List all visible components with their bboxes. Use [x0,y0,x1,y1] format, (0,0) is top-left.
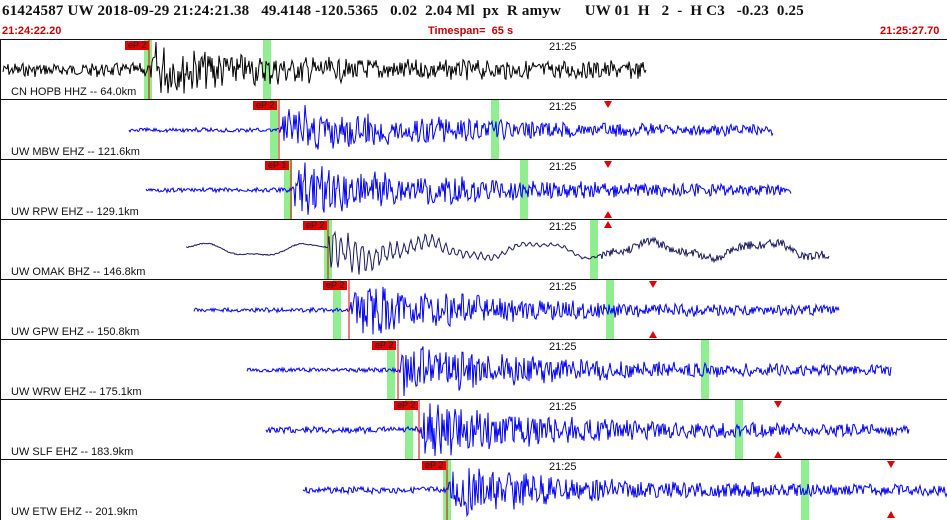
arrow-down-icon [604,101,612,108]
arrow-down-icon [887,461,895,468]
arrow-up-icon [604,221,612,228]
station-label: UW RPW EHZ -- 129.1km [11,206,139,218]
trace-plot [302,460,947,520]
time-tick-label: 21:25 [549,221,577,233]
trace-plot [185,220,830,280]
trace-panel[interactable]: eP 2 21:25 CN HOPB HHZ -- 64.0km [0,39,947,100]
green-phase-marker [144,40,152,100]
station-label: UW SLF EHZ -- 183.9km [11,446,134,458]
trace-plot [265,400,910,460]
time-tick-label: 21:25 [549,101,577,113]
time-tick-label: 21:25 [549,161,577,173]
pick-label[interactable]: eP 2 [125,41,150,50]
start-time-label: 21:24:22.20 [2,25,62,37]
waveform-line [302,468,947,518]
time-info-bar: 21:24:22.20 Timespan= 65 s 21:25:27.70 [0,25,947,37]
pick-label[interactable]: eP 2 [253,101,278,110]
trace-plot [128,100,774,160]
green-phase-marker [491,100,499,160]
time-tick-label: 21:25 [549,341,577,353]
green-phase-marker [520,160,528,220]
timespan-label: Timespan= 65 s [428,25,514,37]
pick-label[interactable]: eP 2 [303,221,328,230]
waveform-line [185,230,830,275]
time-tick-label: 21:25 [549,41,577,53]
pick-label[interactable]: eP 2 [394,401,419,410]
time-tick-label: 21:25 [549,461,577,473]
waveform-line [2,41,647,94]
time-tick-label: 21:25 [549,281,577,293]
seismogram-panels: eP 2 21:25 CN HOPB HHZ -- 64.0km eP 2 21:25 U… [0,39,947,520]
pick-label[interactable]: eP 2 [422,461,447,470]
trace-plot [246,340,892,400]
green-phase-marker [333,280,341,340]
arrow-up-icon [649,331,657,338]
trace-panel[interactable]: eP 2 21:25 UW WRW EHZ -- 175.1km [0,339,947,400]
station-label: UW WRW EHZ -- 175.1km [11,386,142,398]
arrow-down-icon [649,281,657,288]
trace-panel[interactable]: eP 1 21:25 UW RPW EHZ -- 129.1km [0,159,947,220]
arrow-down-icon [604,161,612,168]
waveform-line [193,286,840,335]
waveform-line [128,105,774,150]
green-phase-marker [801,460,809,520]
pick-label[interactable]: eP 1 [265,161,290,170]
arrow-down-icon [774,401,782,408]
green-phase-marker [263,40,271,100]
end-time-label: 21:25:27.70 [880,25,940,37]
waveform-line [145,162,792,215]
waveform-line [265,403,910,457]
trace-panel[interactable]: eP 2 21:25 UW SLF EHZ -- 183.9km [0,399,947,460]
header-bar: 61424587 UW 2018-09-29 21:24:21.38 49.41… [0,0,947,40]
trace-panel[interactable]: eP 2 21:25 UW ETW EHZ -- 201.9km [0,459,947,520]
waveform-line [246,346,892,397]
station-label: UW ETW EHZ -- 201.9km [11,506,138,518]
trace-plot [145,160,792,220]
station-label: UW GPW EHZ -- 150.8km [11,326,140,338]
arrow-up-icon [774,451,782,458]
event-title: 61424587 UW 2018-09-29 21:24:21.38 49.41… [2,3,804,19]
trace-plot [2,40,647,100]
station-label: UW OMAK BHZ -- 146.8km [11,266,146,278]
green-phase-marker [590,220,598,280]
green-phase-marker [701,340,709,400]
green-phase-marker [405,400,413,460]
pick-label[interactable]: eP 2 [372,341,397,350]
station-label: CN HOPB HHZ -- 64.0km [11,86,137,98]
station-label: UW MBW EHZ -- 121.6km [11,146,140,158]
trace-plot [193,280,840,340]
time-tick-label: 21:25 [549,401,577,413]
pick-label[interactable]: eP 2 [323,281,348,290]
trace-panel[interactable]: eP 2 21:25 UW MBW EHZ -- 121.6km [0,99,947,160]
arrow-up-icon [887,511,895,518]
trace-panel[interactable]: eP 2 21:25 UW OMAK BHZ -- 146.8km [0,219,947,280]
trace-panel[interactable]: eP 2 21:25 UW GPW EHZ -- 150.8km [0,279,947,340]
arrow-up-icon [604,211,612,218]
